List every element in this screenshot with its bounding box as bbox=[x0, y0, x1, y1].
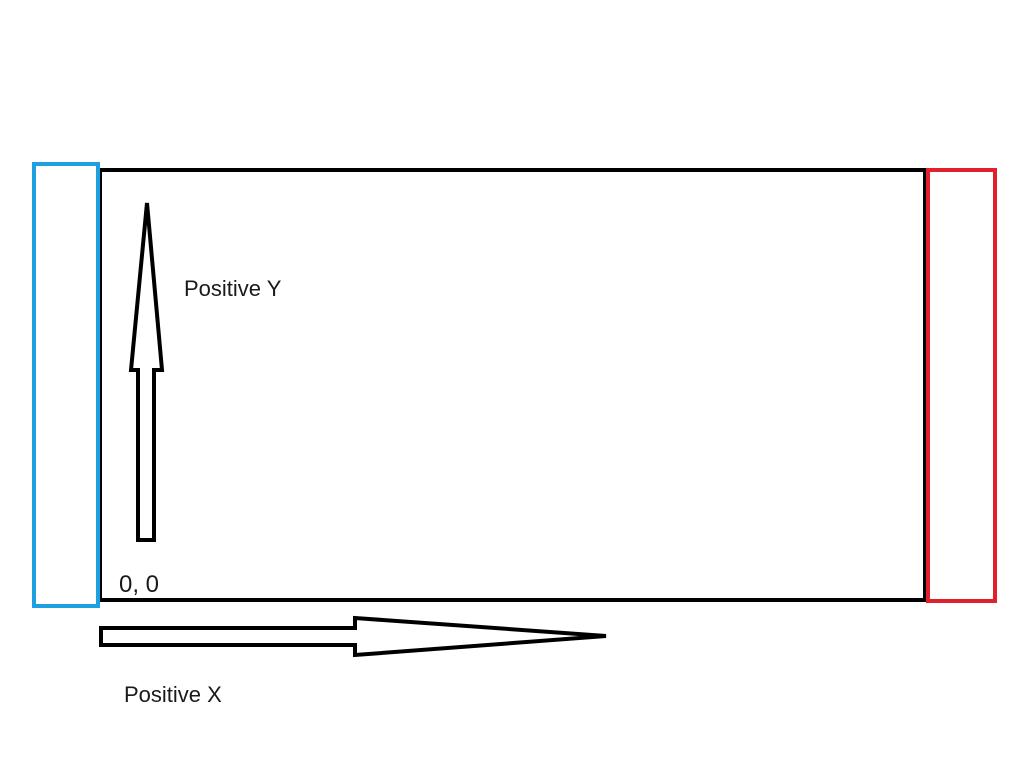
right-red-box bbox=[926, 168, 997, 603]
left-blue-box bbox=[32, 162, 100, 608]
positive-x-arrow bbox=[99, 615, 607, 658]
positive-y-arrow bbox=[128, 202, 165, 542]
origin-label: 0, 0 bbox=[119, 571, 160, 598]
positive-y-label: Positive Y bbox=[184, 276, 282, 301]
main-rectangle bbox=[98, 168, 927, 602]
positive-x-label: Positive X bbox=[124, 682, 222, 707]
